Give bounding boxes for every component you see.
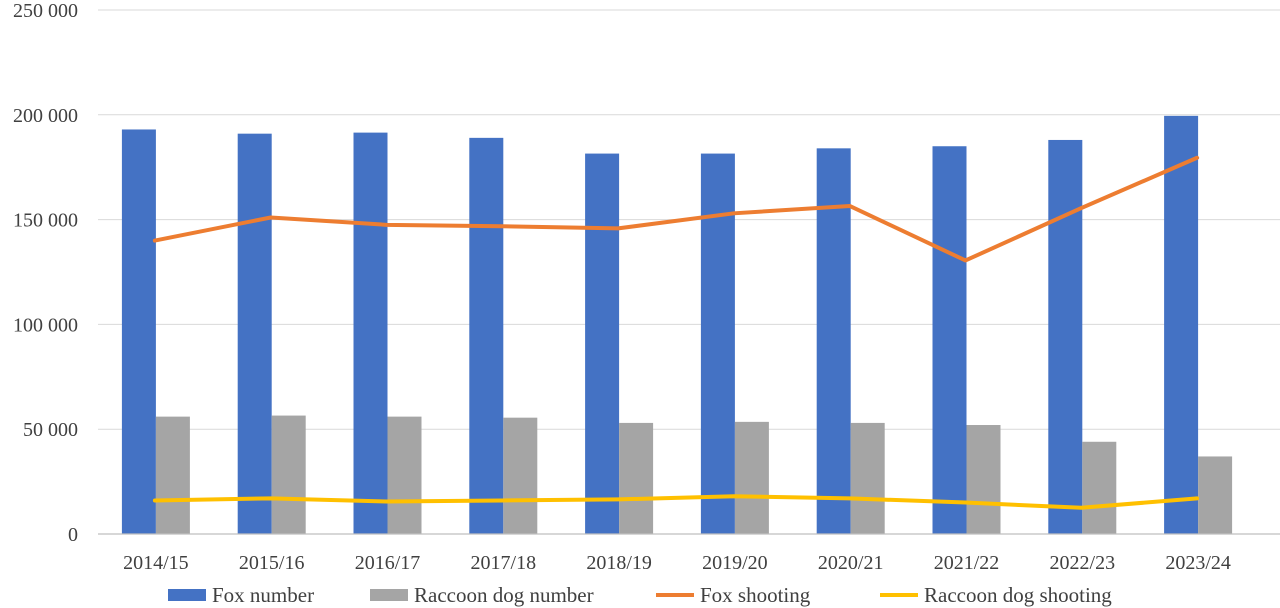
line-fox-shooting bbox=[152, 155, 1200, 263]
x-tick-label: 2023/24 bbox=[1165, 552, 1231, 574]
bar-fox-number bbox=[700, 153, 735, 535]
bar-fox-number bbox=[932, 146, 967, 535]
bar-fox-number bbox=[816, 148, 851, 534]
bar-fox-number bbox=[121, 129, 156, 535]
x-tick-label: 2022/23 bbox=[1050, 552, 1116, 574]
y-tick-label: 150 000 bbox=[13, 210, 78, 232]
bar-raccoon-dog-number bbox=[966, 425, 1001, 534]
bar-fox-number bbox=[1048, 139, 1083, 534]
legend-label: Fox shooting bbox=[700, 583, 811, 607]
bar-raccoon-dog-number bbox=[271, 415, 306, 534]
legend-label: Raccoon dog number bbox=[414, 583, 594, 607]
bar-fox-number bbox=[1164, 115, 1199, 535]
bar-raccoon-dog-number bbox=[503, 417, 538, 534]
bar-fox-number bbox=[353, 132, 388, 534]
x-tick-label: 2018/19 bbox=[586, 552, 652, 574]
x-tick-label: 2016/17 bbox=[355, 552, 421, 574]
legend-label: Fox number bbox=[212, 583, 314, 607]
legend-swatch bbox=[168, 589, 206, 601]
bar-fox-number bbox=[237, 133, 272, 534]
bar-raccoon-dog-number bbox=[155, 416, 190, 534]
x-tick-label: 2017/18 bbox=[471, 552, 537, 574]
x-tick-label: 2021/22 bbox=[934, 552, 1000, 574]
bar-raccoon-dog-number bbox=[387, 416, 422, 534]
line-raccoon-dog-shooting bbox=[152, 494, 1200, 510]
x-tick-label: 2014/15 bbox=[123, 552, 189, 574]
y-tick-label: 200 000 bbox=[13, 105, 78, 127]
bars bbox=[121, 115, 1233, 535]
bar-raccoon-dog-number bbox=[734, 421, 769, 534]
y-tick-label: 250 000 bbox=[13, 0, 78, 22]
bar-raccoon-dog-number bbox=[850, 422, 885, 534]
x-tick-label: 2020/21 bbox=[818, 552, 884, 574]
series-lines bbox=[152, 155, 1200, 510]
legend-swatch bbox=[370, 589, 408, 601]
bar-fox-number bbox=[585, 153, 620, 535]
bar-raccoon-dog-number bbox=[619, 422, 654, 534]
legend-label: Raccoon dog shooting bbox=[924, 583, 1112, 607]
y-tick-label: 100 000 bbox=[13, 314, 78, 336]
bar-fox-number bbox=[469, 137, 504, 534]
bar-raccoon-dog-number bbox=[1082, 441, 1117, 534]
x-axis-tick-labels: 2014/15 2015/16 2016/17 2017/18 2018/19 2019/… bbox=[123, 552, 1231, 574]
bar-raccoon-dog-number bbox=[1198, 456, 1233, 534]
y-tick-label: 50 000 bbox=[23, 419, 78, 441]
legend: Fox number Raccoon dog number Fox shooting… bbox=[168, 583, 1112, 607]
x-tick-label: 2019/20 bbox=[702, 552, 768, 574]
y-axis-tick-labels: 0 50 000 100 000 150 000 200 000 250 000 bbox=[13, 0, 78, 546]
y-tick-label: 0 bbox=[68, 524, 78, 546]
x-tick-label: 2015/16 bbox=[239, 552, 305, 574]
